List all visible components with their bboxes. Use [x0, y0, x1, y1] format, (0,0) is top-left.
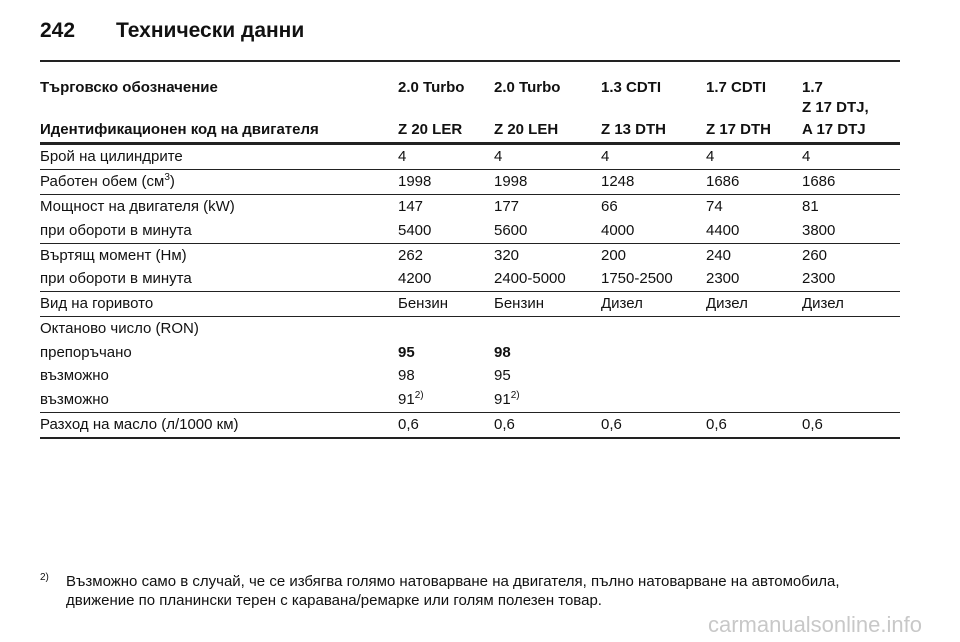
cell-value-text: 91	[494, 390, 511, 408]
cell-value: 5600	[494, 221, 528, 239]
header-label: Търговско обозначение	[40, 79, 218, 96]
table-rule	[40, 142, 900, 145]
cell-value-sup: 2)	[414, 389, 424, 401]
row-label-sup: 3	[164, 172, 170, 183]
cell-value: 260	[802, 246, 828, 264]
cell-value: Дизел	[706, 295, 748, 312]
header-label: Идентификационен код на двигателя	[40, 121, 319, 138]
footnote-mark: 2)	[40, 572, 49, 583]
cell-value: 200	[601, 246, 627, 264]
cell-value: 912)	[398, 390, 424, 410]
cell-value: 98	[494, 343, 511, 361]
cell-value: 1998	[398, 173, 432, 190]
watermark: carmanualsonline.info	[707, 612, 922, 637]
cell-value: 5400	[398, 221, 432, 239]
cell-value: 4	[802, 148, 811, 165]
row-label: Въртящ момент (Нм)	[40, 246, 187, 264]
cell-value: 4000	[601, 221, 635, 239]
cell-value: Бензин	[398, 295, 449, 312]
page-title: Технически данни	[116, 19, 305, 42]
model-name: 1.7	[802, 79, 823, 96]
cell-value: 2400-5000	[494, 270, 566, 287]
row-label-tail: )	[169, 173, 175, 190]
cell-value: Дизел	[802, 295, 844, 312]
cell-value: 0,6	[802, 415, 823, 433]
header-rule	[40, 60, 900, 62]
engine-code: Z 20 LER	[398, 121, 463, 138]
cell-value: Дизел	[601, 295, 643, 312]
table-rule	[40, 291, 900, 293]
model-name: 1.3 CDTI	[601, 79, 662, 96]
table-rule	[40, 242, 900, 244]
cell-value: 4	[706, 148, 715, 165]
footnote-text: Възможно само в случай, че се избягва го…	[66, 573, 840, 590]
engine-code: Z 13 DTH	[601, 121, 667, 138]
row-label: при обороти в минута	[40, 221, 192, 239]
model-name: 2.0 Turbo	[494, 79, 561, 96]
model-name: 2.0 Turbo	[398, 79, 465, 96]
cell-value: 1686	[802, 173, 836, 190]
cell-value: 95	[494, 367, 511, 384]
cell-value: 147	[398, 198, 424, 215]
row-label: Брой на цилиндрите	[40, 148, 183, 165]
cell-value: 98	[398, 367, 415, 384]
cell-value: 0,6	[601, 415, 622, 433]
model-name: 1.7 CDTI	[706, 79, 767, 96]
cell-value: 912)	[494, 390, 520, 410]
table-rule	[40, 194, 900, 196]
table-rule	[40, 411, 900, 413]
row-label: Разход на масло (л/1000 км)	[40, 415, 239, 433]
cell-value: 0,6	[706, 415, 727, 433]
cell-value: 1750-2500	[601, 270, 673, 287]
cell-value: 4	[494, 148, 503, 165]
cell-value: 4	[601, 148, 610, 165]
cell-value: 262	[398, 246, 424, 264]
cell-value: 95	[398, 343, 415, 361]
cell-value: 1248	[601, 173, 635, 190]
row-label: при обороти в минута	[40, 270, 192, 287]
row-label: препоръчано	[40, 343, 132, 361]
cell-value: 4	[398, 148, 407, 165]
cell-value-text: 91	[398, 390, 415, 408]
engine-code: Z 17 DTH	[706, 121, 772, 138]
cell-value: 320	[494, 246, 520, 264]
cell-value: 1686	[706, 173, 740, 190]
footnote-text: движение по планински терен с каравана/р…	[66, 592, 602, 609]
row-label: Октаново число (RON)	[40, 320, 199, 337]
cell-value: 4200	[398, 270, 432, 287]
row-label: Работен обем (см3)	[40, 172, 175, 192]
page-number: 242	[40, 19, 76, 42]
cell-value: 240	[706, 246, 732, 264]
table-rule	[40, 316, 900, 318]
cell-value: 2300	[706, 270, 740, 287]
row-label: Мощност на двигателя (kW)	[40, 198, 235, 215]
cell-value: 81	[802, 198, 819, 215]
row-label: възможно	[40, 390, 109, 408]
engine-code: A 17 DTJ	[802, 121, 866, 138]
cell-value: 1998	[494, 173, 528, 190]
row-label: Вид на горивото	[40, 295, 154, 312]
cell-value: 66	[601, 198, 618, 215]
engine-code: Z 20 LEH	[494, 121, 559, 138]
cell-value: 2300	[802, 270, 836, 287]
cell-value: 0,6	[494, 415, 515, 433]
row-label: възможно	[40, 367, 109, 384]
cell-value: Бензин	[494, 295, 545, 312]
row-label-text: Работен обем (см	[40, 173, 165, 190]
cell-value: 177	[494, 198, 520, 215]
cell-value: 3800	[802, 221, 836, 239]
cell-value-sup: 2)	[510, 389, 520, 401]
table-rule	[40, 169, 900, 171]
cell-value: 4400	[706, 221, 740, 239]
cell-value: 74	[706, 198, 723, 215]
cell-value: 0,6	[398, 415, 419, 433]
engine-code: Z 17 DTJ,	[802, 99, 869, 116]
table-rule	[40, 436, 900, 439]
